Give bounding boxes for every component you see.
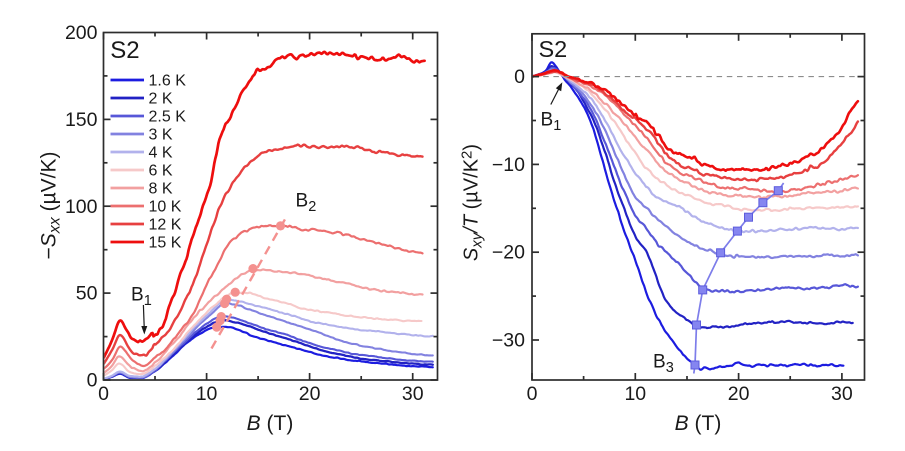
svg-text:150: 150	[65, 109, 98, 131]
svg-text:20: 20	[728, 383, 750, 405]
svg-text:0: 0	[514, 66, 525, 88]
svg-text:B (T): B (T)	[247, 412, 294, 435]
svg-text:4 K: 4 K	[149, 145, 173, 162]
svg-text:100: 100	[65, 196, 98, 218]
svg-text:10 K: 10 K	[149, 199, 182, 216]
svg-text:−20: −20	[492, 242, 525, 264]
svg-text:B (T): B (T)	[675, 412, 722, 435]
svg-text:S2: S2	[539, 36, 568, 62]
svg-text:30: 30	[831, 383, 853, 405]
svg-text:30: 30	[402, 383, 424, 405]
svg-text:8 K: 8 K	[149, 181, 173, 198]
svg-text:2.5 K: 2.5 K	[149, 109, 187, 126]
svg-text:20: 20	[299, 383, 321, 405]
svg-text:1.6 K: 1.6 K	[149, 73, 187, 90]
svg-text:0: 0	[87, 370, 98, 392]
svg-text:Sxy/T (µV/K2): Sxy/T (µV/K2)	[459, 144, 486, 261]
svg-text:10: 10	[624, 383, 646, 405]
svg-text:50: 50	[76, 283, 98, 305]
svg-text:2 K: 2 K	[149, 91, 173, 108]
svg-text:200: 200	[65, 22, 98, 44]
svg-text:10: 10	[196, 383, 218, 405]
svg-text:15 K: 15 K	[149, 235, 182, 252]
svg-text:3 K: 3 K	[149, 127, 173, 144]
svg-text:12 K: 12 K	[149, 217, 182, 234]
svg-text:−10: −10	[492, 154, 525, 176]
svg-text:−30: −30	[492, 330, 525, 352]
svg-text:−Sxx (µV/K): −Sxx (µV/K)	[38, 151, 64, 259]
svg-text:0: 0	[98, 383, 109, 405]
svg-text:S2: S2	[110, 37, 139, 64]
svg-text:6 K: 6 K	[149, 163, 173, 180]
svg-text:0: 0	[527, 383, 538, 405]
